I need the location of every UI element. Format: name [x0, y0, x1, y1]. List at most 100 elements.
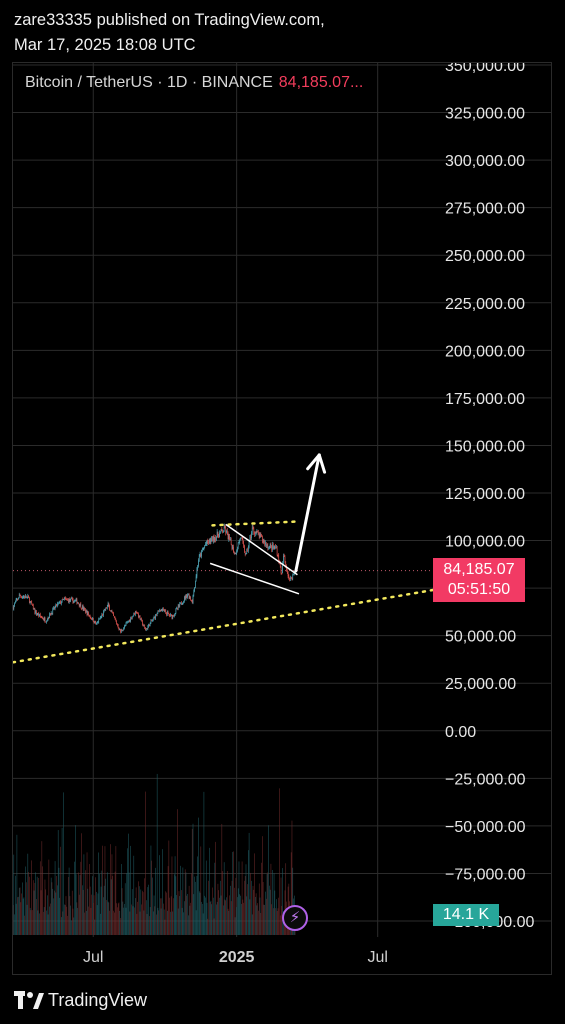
volume-bar [279, 788, 280, 935]
projection-arrow-head [317, 453, 327, 474]
volume-bar [149, 916, 150, 935]
volume-bar [252, 885, 254, 935]
volume-bar [228, 910, 230, 935]
candle-body [32, 604, 34, 610]
volume-bar [185, 872, 187, 935]
volume-bar [84, 912, 85, 935]
candle-body [99, 617, 101, 620]
candle-body [63, 599, 64, 600]
candle-body [130, 617, 131, 622]
volume-bar [39, 861, 41, 935]
volume-bar [142, 890, 143, 935]
volume-bar [220, 895, 222, 935]
volume-bar [173, 898, 174, 935]
candle-body [256, 531, 258, 533]
candle-body [52, 608, 54, 614]
volume-bar [16, 834, 18, 935]
volume-bar [32, 910, 33, 935]
candle-body [68, 598, 70, 603]
volume-bar [23, 897, 25, 935]
resistance-line[interactable] [211, 520, 299, 527]
volume-bar [152, 911, 154, 935]
candle-body [94, 621, 96, 623]
volume-bar [138, 886, 140, 935]
volume-bar [259, 897, 261, 935]
volume-bar [37, 910, 39, 935]
volume-bar [49, 906, 50, 935]
candle-body [228, 536, 230, 540]
volume-bar [46, 895, 48, 935]
volume-bar [82, 889, 84, 935]
support-trendline[interactable] [13, 588, 435, 664]
volume-bar [25, 866, 26, 935]
chart-area[interactable]: −100,000.00−75,000.00−50,000.00−25,000.0… [12, 62, 552, 975]
candle-body [163, 608, 164, 611]
candle-body [191, 599, 192, 601]
volume-bar [212, 897, 214, 935]
volume-bar [233, 887, 235, 935]
volume-bar [110, 844, 111, 935]
candle-body [259, 533, 261, 538]
volume-bar [156, 773, 158, 935]
candle-body [212, 536, 213, 542]
volume-bar [181, 890, 182, 935]
candle-body [221, 529, 223, 531]
candle-body [156, 614, 157, 616]
symbol-title[interactable]: Bitcoin / TetherUS · 1D · BINANCE [25, 74, 273, 91]
volume-bar [150, 845, 152, 935]
lightning-icon[interactable]: ⚡ [282, 905, 308, 931]
wedge-lower-line[interactable] [209, 562, 300, 595]
candle-body [179, 603, 181, 607]
candle-body [292, 573, 294, 579]
candle-body [51, 612, 53, 614]
candle-body [204, 545, 205, 548]
volume-bar [52, 888, 54, 935]
candle-body [138, 615, 140, 618]
volume-bar [56, 875, 57, 935]
brand-name: TradingView [48, 989, 148, 1010]
volume-bar [174, 856, 176, 935]
volume-bar [101, 870, 103, 935]
volume-bar [14, 914, 15, 935]
candle-body [43, 618, 44, 620]
projection-arrow[interactable] [294, 453, 321, 573]
candle-body [131, 617, 132, 619]
candle-body [54, 606, 56, 609]
volume-bar [193, 894, 195, 935]
symbol-header[interactable]: Bitcoin / TetherUS · 1D · BINANCE 84,185.… [25, 74, 363, 92]
candle-body [90, 617, 92, 619]
candle-body [290, 577, 291, 580]
volume-bar [262, 836, 263, 935]
candle-body [158, 610, 160, 612]
candle-body [255, 532, 256, 535]
candle-body [236, 551, 237, 554]
volume-bar [164, 919, 166, 935]
candle-body [60, 601, 61, 604]
candle-body [250, 537, 251, 539]
candle-body [140, 618, 142, 620]
volume-bar [71, 890, 73, 935]
volume-bar [107, 901, 109, 935]
candle-body [147, 626, 149, 629]
volume-bar [250, 872, 251, 935]
candle-body [75, 600, 76, 602]
candle-body [20, 595, 22, 597]
tradingview-logo[interactable]: TradingView [14, 986, 147, 1014]
volume-bar [195, 881, 196, 935]
candle-body [145, 627, 146, 631]
candle-body [247, 549, 248, 551]
price-chart[interactable]: −100,000.00−75,000.00−50,000.00−25,000.0… [13, 63, 552, 975]
volume-bar [272, 870, 273, 935]
volume-bar [280, 877, 282, 935]
volume-bar [253, 889, 255, 935]
volume-bar [236, 907, 237, 935]
candle-body [16, 599, 18, 600]
wedge-upper-line[interactable] [225, 523, 298, 576]
candle-body [181, 603, 183, 605]
candle-body [61, 599, 63, 603]
volume-bar [240, 895, 241, 935]
candle-body [215, 537, 216, 541]
volume-bar [131, 889, 133, 935]
volume-bar [123, 907, 124, 935]
candle-body [137, 613, 138, 615]
